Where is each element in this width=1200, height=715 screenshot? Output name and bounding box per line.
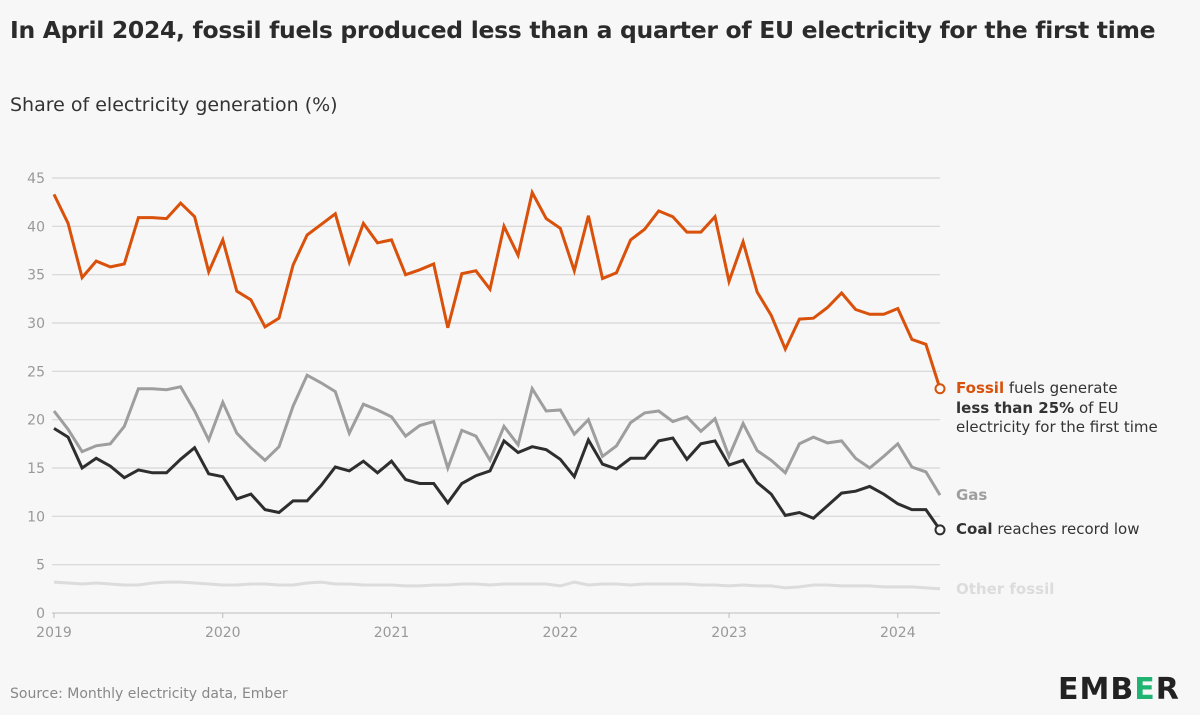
x-tick-label: 2019	[36, 625, 72, 641]
end-marker-fossil	[934, 383, 946, 395]
annotation-fossil-text3: electricity for the first time	[956, 418, 1158, 436]
x-tick-label: 2024	[880, 625, 916, 641]
series-lines	[52, 188, 946, 591]
y-tick-label: 15	[27, 461, 45, 477]
annotation-fossil-text2: of EU	[1074, 398, 1119, 417]
annotation-coal-text: reaches record low	[992, 520, 1140, 538]
y-tick-label: 45	[27, 171, 45, 187]
annotation-fossil-bold2: less than 25%	[956, 398, 1075, 417]
chart-title: In April 2024, fossil fuels produced les…	[10, 16, 1156, 44]
annotation-fossil-text1: fuels generate	[1004, 379, 1118, 397]
source-note: Source: Monthly electricity data, Ember	[10, 686, 288, 702]
series-line-gas	[52, 373, 942, 496]
x-tick-label: 2023	[711, 625, 747, 641]
y-tick-label: 35	[27, 268, 45, 284]
x-tick-label: 2021	[374, 625, 410, 641]
y-tick-label: 5	[36, 558, 45, 574]
series-line-fossil	[52, 188, 942, 390]
annotation-other-fossil: Other fossil	[956, 580, 1055, 598]
y-tick-label: 30	[27, 316, 45, 332]
series-line-other-fossil	[53, 580, 941, 591]
annotation-coal: Coal reaches record low	[956, 520, 1139, 540]
y-tick-label: 0	[36, 606, 45, 622]
y-tick-label: 20	[27, 413, 45, 429]
chart-subtitle: Share of electricity generation (%)	[10, 94, 338, 116]
y-axis-ticks: 0 5 10 15 20 25 30 35 40 45	[27, 171, 45, 622]
ember-logo: EMBER	[1058, 672, 1180, 707]
x-tick-label: 2020	[205, 625, 241, 641]
end-marker-coal	[934, 524, 946, 536]
annotation-coal-bold: Coal	[956, 520, 993, 538]
y-tick-label: 40	[27, 219, 45, 235]
x-tick-label: 2022	[542, 625, 578, 641]
annotation-fossil-bold: Fossil	[956, 379, 1005, 397]
y-tick-label: 10	[27, 509, 45, 525]
annotation-fossil: Fossil fuels generate less than 25% of E…	[956, 379, 1158, 438]
series-line-coal	[53, 427, 942, 531]
y-tick-label: 25	[27, 364, 45, 380]
annotation-gas: Gas	[956, 486, 988, 504]
gridlines	[52, 177, 940, 614]
x-axis-ticks: 2019 2020 2021 2022 2023 2024	[36, 613, 916, 641]
